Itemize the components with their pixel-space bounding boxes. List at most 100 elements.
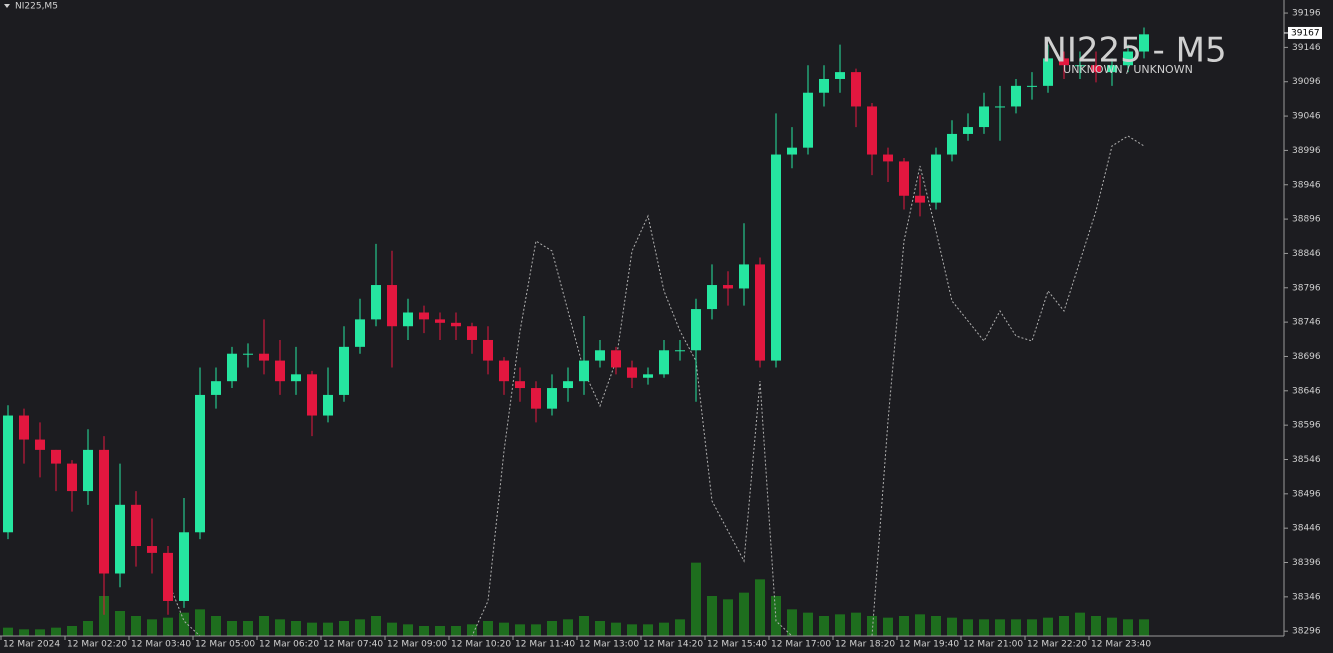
volume-bar: [563, 619, 573, 636]
volume-bar: [147, 619, 157, 636]
volume-bar: [883, 617, 893, 636]
volume-bar: [819, 616, 829, 636]
volume-bar: [83, 621, 93, 636]
candle-body: [179, 532, 189, 601]
x-tick-label: 12 Mar 14:20: [643, 640, 703, 650]
candle-body: [835, 72, 845, 79]
candle-body: [995, 106, 1005, 108]
volume-bar: [1075, 612, 1085, 636]
candle-body: [1107, 65, 1117, 73]
y-tick-label: 38496: [1292, 489, 1321, 499]
candle-body: [259, 353, 269, 361]
candle-body: [387, 285, 397, 327]
y-tick-label: 38446: [1292, 524, 1321, 534]
volume-bar: [627, 624, 637, 636]
x-tick-label: 12 Mar 07:40: [323, 640, 383, 650]
candle-body: [195, 394, 205, 533]
candle-body: [755, 264, 765, 361]
y-tick-label: 38346: [1292, 592, 1321, 602]
x-tick-label: 12 Mar 21:00: [963, 640, 1023, 650]
candle-body: [1059, 58, 1069, 66]
candle-body: [819, 78, 829, 93]
candle-body: [1011, 85, 1021, 107]
candle-body: [115, 504, 125, 574]
candle-body: [595, 350, 605, 361]
volume-bar: [195, 609, 205, 636]
volume-bar: [227, 621, 237, 636]
y-tick-label: 38396: [1292, 558, 1321, 568]
x-tick-label: 12 Mar 15:40: [707, 640, 767, 650]
x-tick-label: 12 Mar 17:00: [771, 640, 831, 650]
volume-bar: [339, 621, 349, 636]
candle-body: [787, 147, 797, 155]
candle-body: [675, 350, 685, 352]
volume-bar: [387, 622, 397, 636]
candle-body: [547, 388, 557, 409]
volume-bar: [1011, 619, 1021, 636]
volume-bar: [1091, 616, 1101, 636]
volume-bar: [787, 609, 797, 636]
candle-body: [915, 195, 925, 203]
candle-body: [1027, 85, 1037, 87]
volume-bar: [691, 562, 701, 636]
volume-bar: [1123, 619, 1133, 636]
volume-bar: [659, 622, 669, 636]
candle-body: [467, 326, 477, 340]
chart-title: NI225,M5: [15, 2, 58, 12]
menu-arrow[interactable]: [4, 4, 10, 8]
volume-bar: [99, 596, 109, 636]
y-tick-label: 38546: [1292, 455, 1321, 465]
volume-bar: [1027, 619, 1037, 636]
candle-body: [963, 127, 973, 134]
volume-bar: [947, 617, 957, 636]
candle-body: [275, 360, 285, 382]
candle-body: [627, 367, 637, 378]
candle-body: [339, 346, 349, 395]
volume-bar: [51, 627, 61, 636]
volume-bar: [243, 621, 253, 636]
volume-bar: [915, 614, 925, 636]
volume-bar: [467, 624, 477, 636]
volume-bar: [755, 579, 765, 636]
volume-bar: [291, 621, 301, 636]
volume-bar: [739, 592, 749, 636]
y-tick-label: 38996: [1292, 146, 1321, 156]
candle-body: [35, 439, 45, 450]
volume-bar: [179, 612, 189, 636]
volume-bar: [835, 614, 845, 636]
candle-body: [691, 309, 701, 351]
volume-bar: [67, 626, 77, 636]
candle-body: [1091, 65, 1101, 73]
x-tick-label: 12 Mar 2024: [3, 640, 60, 650]
candle-body: [851, 72, 861, 107]
candle-body: [947, 133, 957, 155]
volume-bar: [579, 616, 589, 636]
candle-body: [1139, 34, 1149, 52]
volume-bar: [275, 619, 285, 636]
y-tick-label: 38696: [1292, 352, 1321, 362]
volume-bar: [515, 624, 525, 636]
volume-bar: [163, 617, 173, 636]
x-tick-label: 12 Mar 22:20: [1027, 640, 1087, 650]
watermark: NI225 - M5: [1041, 31, 1226, 71]
indicator-line: [167, 135, 1145, 637]
y-tick-label: 38796: [1292, 283, 1321, 293]
volume-bar: [531, 624, 541, 636]
candle-body: [979, 106, 989, 128]
volume-bar: [35, 629, 45, 636]
volume-bar: [1107, 617, 1117, 636]
volume-bar: [995, 619, 1005, 636]
candle-body: [291, 374, 301, 382]
volume-bar: [419, 626, 429, 636]
x-tick-label: 12 Mar 05:00: [195, 640, 255, 650]
candle-body: [307, 374, 317, 416]
candle-body: [243, 353, 253, 355]
candle-body: [611, 350, 621, 368]
candle-body: [83, 449, 93, 492]
volume-bar: [851, 612, 861, 636]
candle-body: [99, 449, 109, 574]
candle-body: [1043, 58, 1053, 86]
y-tick-label: 39096: [1292, 77, 1321, 87]
volume-bar: [483, 621, 493, 636]
